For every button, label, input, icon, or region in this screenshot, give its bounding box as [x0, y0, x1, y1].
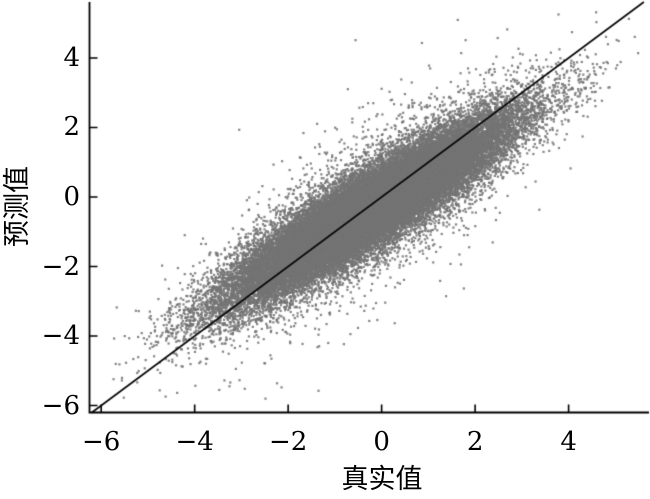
y-axis-title: 预测值 [2, 166, 33, 247]
x-tick-label: −4 [175, 427, 214, 457]
x-tick-label: 2 [466, 427, 484, 457]
x-tick-label: −6 [82, 427, 121, 457]
y-tick-label: 0 [63, 181, 80, 212]
y-tick-label: −2 [41, 251, 80, 282]
x-axis-title: 真实值 [341, 464, 423, 495]
y-tick-label: 4 [63, 42, 80, 73]
x-tick-label: 4 [560, 427, 577, 457]
x-tick-label: −2 [268, 427, 308, 457]
x-tick-label: 0 [373, 427, 390, 457]
y-tick-label: −6 [41, 390, 80, 421]
y-tick-label: −4 [41, 321, 80, 352]
y-tick-label: 2 [63, 112, 80, 143]
